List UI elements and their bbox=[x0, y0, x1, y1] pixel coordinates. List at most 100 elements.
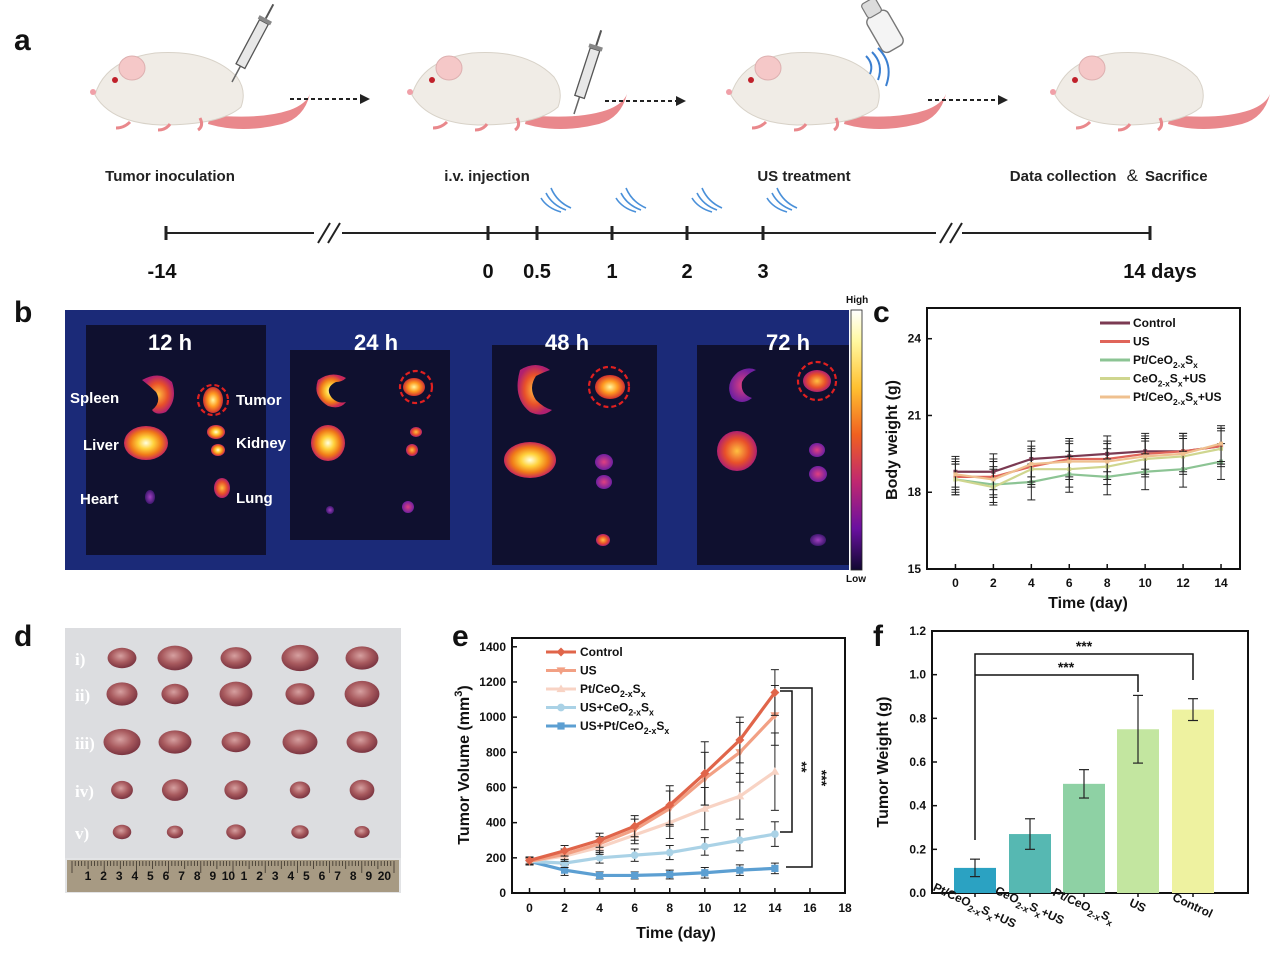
ruler-number: 20 bbox=[378, 869, 392, 883]
mouse-feet bbox=[1075, 117, 1164, 132]
data-point bbox=[1029, 462, 1034, 467]
legend-label: US bbox=[1133, 335, 1150, 349]
panel-a: a bbox=[14, 0, 1270, 283]
y-axis-label: Tumor Volume (mm3) bbox=[453, 685, 473, 844]
ruler-number: 8 bbox=[194, 869, 201, 883]
data-point bbox=[560, 866, 569, 874]
lung-signal bbox=[214, 478, 230, 498]
y-tick-label: 18 bbox=[908, 485, 922, 499]
tumor-photo bbox=[349, 779, 375, 801]
category-label-part: 2-x bbox=[1014, 900, 1030, 915]
panel-label-c: c bbox=[873, 296, 890, 329]
tumor-photo bbox=[166, 825, 184, 839]
legend-label-part: Control bbox=[1133, 316, 1176, 330]
spleen-signal bbox=[517, 365, 552, 415]
y-tick-label: 600 bbox=[486, 780, 506, 794]
x-tick-label: 8 bbox=[1104, 576, 1111, 590]
row-label: i) bbox=[75, 650, 85, 669]
legend-label-part: 2-x bbox=[1158, 379, 1170, 389]
ruler-number: 1 bbox=[85, 869, 92, 883]
mouse-body bbox=[411, 52, 561, 126]
legend-label-part: S bbox=[633, 682, 641, 696]
category-label-group: US bbox=[1127, 896, 1148, 916]
y-tick-label: 24 bbox=[908, 332, 922, 346]
data-point bbox=[700, 842, 709, 851]
legend-label-part: 2-x bbox=[620, 689, 633, 699]
legend-label: Pt/CeO2-xSx bbox=[1133, 353, 1198, 370]
mouse-eye bbox=[1072, 77, 1078, 83]
tumor-photo bbox=[112, 824, 132, 840]
tumor-signal bbox=[403, 378, 425, 396]
x-tick-label: 0 bbox=[952, 576, 959, 590]
tumor-photo bbox=[291, 825, 309, 839]
series-lines bbox=[951, 425, 1226, 506]
timeline-tick-label: 14 days bbox=[1123, 261, 1196, 283]
data-point bbox=[556, 684, 566, 693]
timeline-tick-label: 3 bbox=[757, 261, 768, 283]
colorbar bbox=[850, 309, 863, 571]
heart-signal bbox=[326, 506, 334, 514]
timeline-tick-label: 0.5 bbox=[523, 261, 551, 283]
category-label-part: +US bbox=[991, 908, 1018, 931]
x-tick-label: 12 bbox=[1176, 576, 1190, 590]
legend-label-part: CeO bbox=[1133, 372, 1158, 386]
tumor-photo bbox=[224, 780, 248, 800]
kidney-signal bbox=[595, 454, 613, 470]
data-point bbox=[630, 821, 640, 831]
tumor-circle bbox=[796, 360, 838, 402]
legend-label: CeO2-xSx+US bbox=[1133, 372, 1206, 389]
panel-label-b: b bbox=[14, 296, 32, 329]
y-tick-label: 0 bbox=[499, 886, 506, 900]
mouse-illustration bbox=[407, 52, 627, 132]
mouse-eye bbox=[112, 77, 118, 83]
step-iv-injection: i.v. injection bbox=[444, 168, 530, 185]
y-axis-label: Body weight (g) bbox=[884, 380, 901, 500]
data-point bbox=[595, 835, 605, 845]
significance-label: *** bbox=[814, 770, 830, 787]
y-tick-label: 1200 bbox=[479, 675, 506, 689]
mouse-feet bbox=[432, 117, 521, 132]
y-tick-label: 400 bbox=[486, 816, 506, 830]
y-tick-label: 1.0 bbox=[909, 668, 926, 682]
step-sacrifice: Sacrifice bbox=[1145, 168, 1208, 185]
data-point bbox=[557, 703, 565, 712]
data-point bbox=[771, 830, 779, 838]
kidney-signal bbox=[207, 425, 225, 439]
ruler-number: 6 bbox=[319, 869, 326, 883]
tumor-signal bbox=[203, 387, 223, 413]
tumor-signal bbox=[595, 375, 625, 399]
x-tick-label: 2 bbox=[561, 901, 568, 915]
organ-label-lung: Lung bbox=[236, 490, 273, 507]
tumor-circle bbox=[398, 369, 434, 405]
x-tick-label: 0 bbox=[526, 901, 533, 915]
mouse-ear bbox=[754, 55, 782, 81]
step-data-collection: Data collection & bbox=[1010, 166, 1139, 185]
x-tick-label: 10 bbox=[1138, 576, 1152, 590]
legend-label: Control bbox=[580, 645, 623, 659]
plot-frame bbox=[926, 307, 1241, 570]
tumor-photo bbox=[281, 644, 319, 672]
step-us-treatment: US treatment bbox=[757, 168, 850, 185]
mouse-eye bbox=[748, 77, 754, 83]
series-line bbox=[955, 445, 1222, 478]
arrowhead-icon bbox=[360, 94, 1008, 106]
series-line bbox=[529, 770, 776, 863]
series-line bbox=[529, 832, 776, 865]
spleen-signal bbox=[316, 374, 346, 408]
y-axis-label-end: ) bbox=[456, 685, 473, 690]
legend-label-part: 2-x bbox=[1173, 360, 1185, 370]
mouse-eye bbox=[429, 77, 435, 83]
ruler-number: 3 bbox=[272, 869, 279, 883]
category-label-part: 2-x bbox=[1086, 908, 1102, 923]
row-label: v) bbox=[75, 824, 89, 843]
tumor-photo bbox=[282, 729, 318, 755]
data-point bbox=[953, 472, 958, 477]
ruler-number: 7 bbox=[178, 869, 185, 883]
timepoint-label: 24 h bbox=[354, 330, 398, 355]
panel-label-f: f bbox=[873, 620, 884, 653]
data-point bbox=[736, 866, 744, 874]
x-tick-label: 6 bbox=[631, 901, 638, 915]
kidney-signal bbox=[211, 444, 225, 456]
significance-brackets bbox=[974, 653, 1194, 840]
